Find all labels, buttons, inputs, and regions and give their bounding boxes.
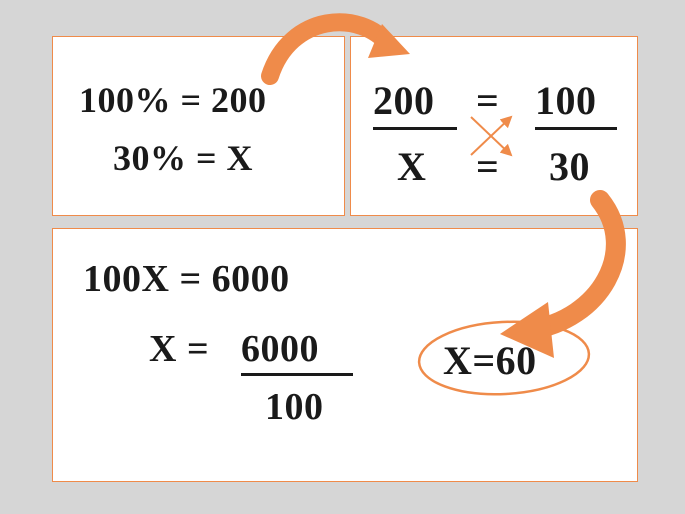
panel-top-left: 100% = 200 30% = X — [52, 36, 345, 216]
setup-line2: 30% = X — [113, 137, 253, 179]
step-line2-den: 100 — [265, 385, 324, 429]
frac-left-num: 200 — [373, 77, 435, 124]
step-frac-bar — [241, 373, 353, 376]
frac-left-den: X — [397, 143, 426, 190]
frac-bar-left — [373, 127, 457, 130]
result-text: X=60 — [443, 337, 537, 384]
panel-bottom: 100X = 6000 X = 6000 100 X=60 — [52, 228, 638, 482]
panel-top-right: 200 = 100 X = 30 — [350, 36, 638, 216]
step-line2-num: 6000 — [241, 327, 319, 371]
step-line2-lhs: X = — [149, 327, 209, 371]
step-line1: 100X = 6000 — [83, 257, 290, 301]
frac-bar-right — [535, 127, 617, 130]
setup-line1: 100% = 200 — [79, 79, 267, 121]
frac-right-num: 100 — [535, 77, 597, 124]
frac-right-den: 30 — [549, 143, 590, 190]
cross-multiply-icon — [461, 109, 521, 165]
